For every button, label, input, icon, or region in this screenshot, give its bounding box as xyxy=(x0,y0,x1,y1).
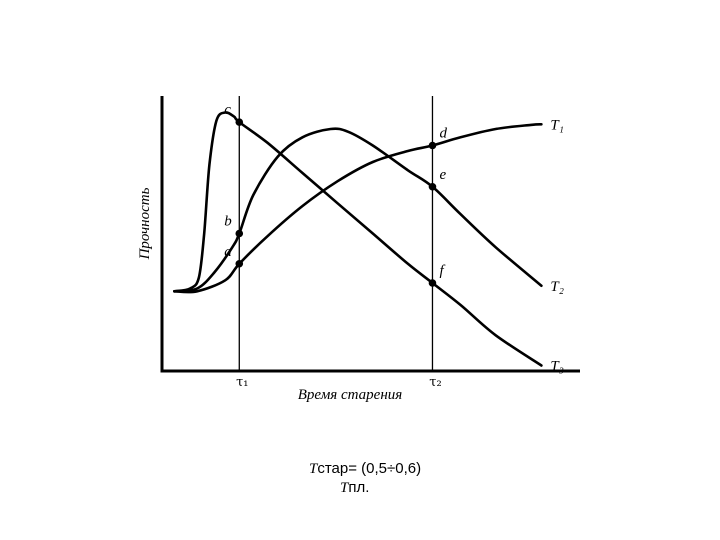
data-point xyxy=(235,229,244,238)
data-point xyxy=(235,259,244,268)
caption-var-1: T xyxy=(309,461,318,477)
caption-var-2: T xyxy=(340,480,349,496)
caption-text-2: пл. xyxy=(348,479,370,496)
y-axis-label: Прочность xyxy=(137,187,153,260)
labels: Прочность Время старения τ₁ τ₂ T₁ T₂ T₃ ab c d e f xyxy=(137,102,564,403)
axes xyxy=(160,96,580,373)
point-label: c xyxy=(224,102,231,118)
point-label: d xyxy=(439,126,447,142)
time-markers xyxy=(238,96,434,371)
point-label: a xyxy=(224,244,232,260)
data-point xyxy=(428,141,437,150)
curves xyxy=(173,111,543,367)
point-label: e xyxy=(439,167,446,183)
series-line xyxy=(173,127,543,293)
points xyxy=(235,118,437,287)
caption-line-1: Tстар= (0,5÷0,6) xyxy=(309,460,421,478)
series-label: T₁ xyxy=(550,117,564,133)
data-point xyxy=(428,279,437,287)
x-axis-label: Время старения xyxy=(298,387,403,403)
caption-line-2: Tпл. xyxy=(340,479,369,497)
time-marker-label: τ₂ xyxy=(429,375,441,390)
series-label: T₂ xyxy=(550,279,564,295)
axis-frame xyxy=(160,96,580,373)
data-point xyxy=(428,182,437,191)
caption-text-1: стар= (0,5÷0,6) xyxy=(317,460,422,477)
data-point xyxy=(235,118,244,126)
point-label: b xyxy=(224,214,232,230)
point-label: f xyxy=(439,263,445,279)
series-line xyxy=(173,123,543,294)
series-label: T₃ xyxy=(550,359,564,375)
time-marker-label: τ₁ xyxy=(236,375,248,390)
